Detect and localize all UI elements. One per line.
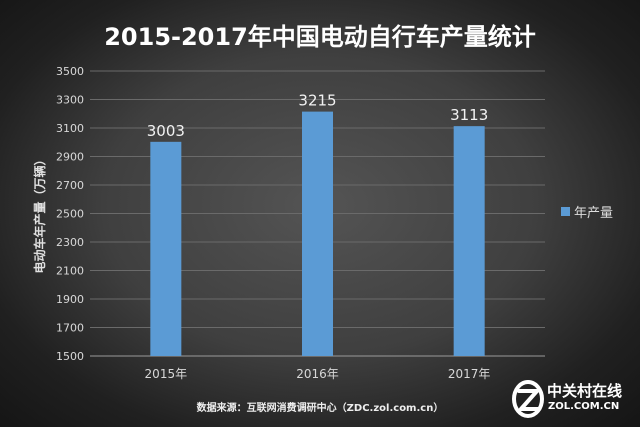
bar [302,111,333,356]
legend-label: 年产量 [574,205,614,221]
legend-swatch [561,206,570,216]
y-tick-label: 2700 [56,179,84,192]
bar [150,141,182,356]
y-axis-label: 电动车年产量（万辆） [32,153,47,273]
data-label: 3113 [450,106,488,124]
y-tick-label: 2100 [56,265,84,278]
x-tick-label: 2017年 [448,367,491,381]
data-label: 3215 [298,92,336,110]
y-tick-label: 1700 [56,322,84,335]
y-tick-label: 3300 [56,94,84,107]
x-tick-label: 2016年 [296,367,339,381]
y-tick-label: 1500 [56,350,84,363]
y-tick-label: 2900 [56,151,84,164]
y-tick-label: 1900 [56,293,84,306]
zol-watermark: 中关村在线 ZOL.COM.CN [510,378,634,420]
watermark-name: 中关村在线 [547,382,623,400]
x-tick-label: 2015年 [145,367,188,381]
bar [453,126,485,357]
y-tick-label: 3100 [56,122,84,135]
zol-logo-icon [512,380,544,418]
y-tick-label: 3500 [56,65,84,78]
chart-title: 2015-2017年中国电动自行车产量统计 [104,23,536,51]
watermark-url: ZOL.COM.CN [548,401,620,412]
legend: 年产量 [561,201,613,221]
y-tick-label: 2500 [56,208,84,221]
source-note: 数据来源：互联网消费调研中心（ZDC.zol.com.cn） [196,403,444,414]
data-label: 3003 [147,122,185,140]
y-tick-label: 2300 [56,236,84,249]
